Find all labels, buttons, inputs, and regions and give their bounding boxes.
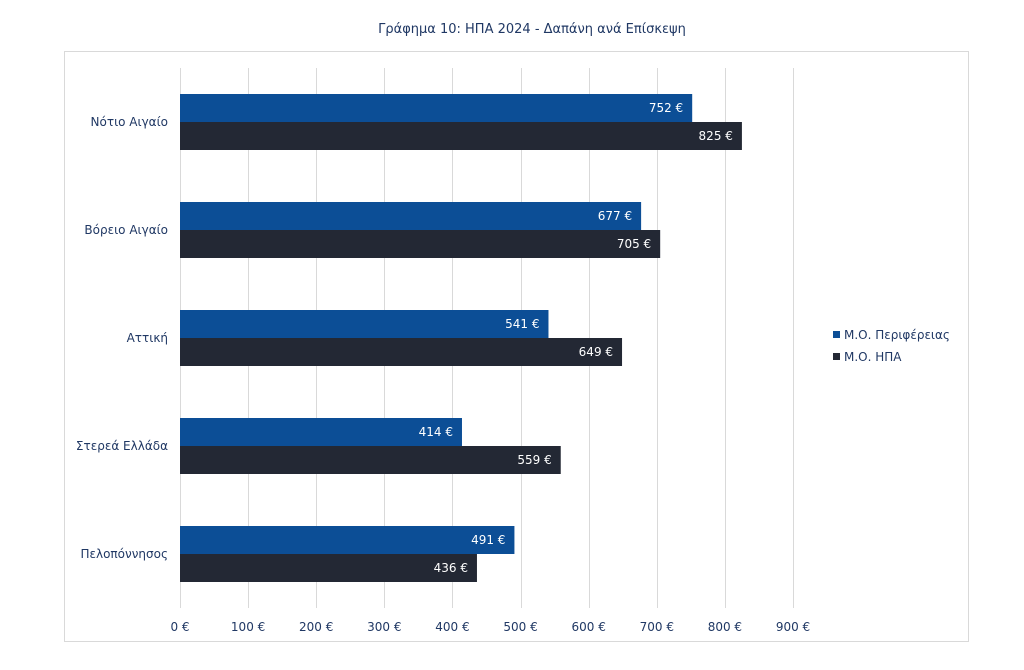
- data-label: 491 €: [471, 533, 505, 547]
- bar-usa-average: [180, 122, 742, 150]
- x-tick-label: 400 €: [435, 620, 469, 634]
- bar-regional-average: [180, 94, 693, 122]
- bar-regional-average: [180, 202, 642, 230]
- bar-usa-average: [180, 446, 561, 474]
- category-label: Νότιο Αιγαίο: [91, 115, 168, 129]
- x-tick-label: 600 €: [571, 620, 605, 634]
- gridlines: [180, 68, 794, 608]
- bar-usa-average: [180, 230, 661, 258]
- data-label: 705 €: [617, 237, 651, 251]
- data-label: 541 €: [505, 317, 539, 331]
- category-label: Βόρειο Αιγαίο: [84, 223, 168, 237]
- bar-regional-average: [180, 526, 515, 554]
- data-labels: 752 € 825 € 677 € 705 € 541 € 649 € 414 € 559 €…: [419, 101, 733, 575]
- data-label: 649 €: [579, 345, 613, 359]
- legend-swatch: [833, 331, 840, 338]
- bar-regional-average: [180, 418, 462, 446]
- bar-regional-average: [180, 310, 549, 338]
- x-tick-label: 500 €: [503, 620, 537, 634]
- x-tick-label: 800 €: [708, 620, 742, 634]
- legend-swatch: [833, 353, 840, 360]
- category-labels: Νότιο Αιγαίο Βόρειο Αιγαίο Αττική Στερεά Ελ…: [76, 115, 168, 561]
- x-tick-label: 300 €: [367, 620, 401, 634]
- legend-item: Μ.Ο. Περιφέρειας: [833, 328, 950, 342]
- data-label: 677 €: [598, 209, 632, 223]
- data-label: 825 €: [699, 129, 733, 143]
- x-tick-labels: 0 € 100 € 200 € 300 € 400 € 500 € 600 € 700 € 80…: [170, 620, 810, 634]
- legend: Μ.Ο. Περιφέρειας Μ.Ο. ΗΠΑ: [833, 328, 950, 364]
- x-tick-label: 100 €: [231, 620, 265, 634]
- category-label: Στερεά Ελλάδα: [76, 439, 168, 453]
- data-label: 559 €: [517, 453, 551, 467]
- bar-usa-average: [180, 554, 477, 582]
- legend-label: Μ.Ο. Περιφέρειας: [844, 328, 950, 342]
- legend-label: Μ.Ο. ΗΠΑ: [844, 350, 902, 364]
- x-tick-label: 900 €: [776, 620, 810, 634]
- x-tick-label: 0 €: [170, 620, 189, 634]
- x-tick-label: 700 €: [640, 620, 674, 634]
- x-tick-label: 200 €: [299, 620, 333, 634]
- data-label: 414 €: [419, 425, 453, 439]
- category-label: Πελοπόννησος: [80, 547, 168, 561]
- category-label: Αττική: [127, 331, 168, 345]
- chart-title: Γράφημα 10: ΗΠΑ 2024 - Δαπάνη ανά Επίσκε…: [378, 22, 686, 37]
- bar-usa-average: [180, 338, 623, 366]
- data-label: 752 €: [649, 101, 683, 115]
- legend-item: Μ.Ο. ΗΠΑ: [833, 350, 902, 364]
- data-label: 436 €: [434, 561, 468, 575]
- bars: [180, 94, 742, 582]
